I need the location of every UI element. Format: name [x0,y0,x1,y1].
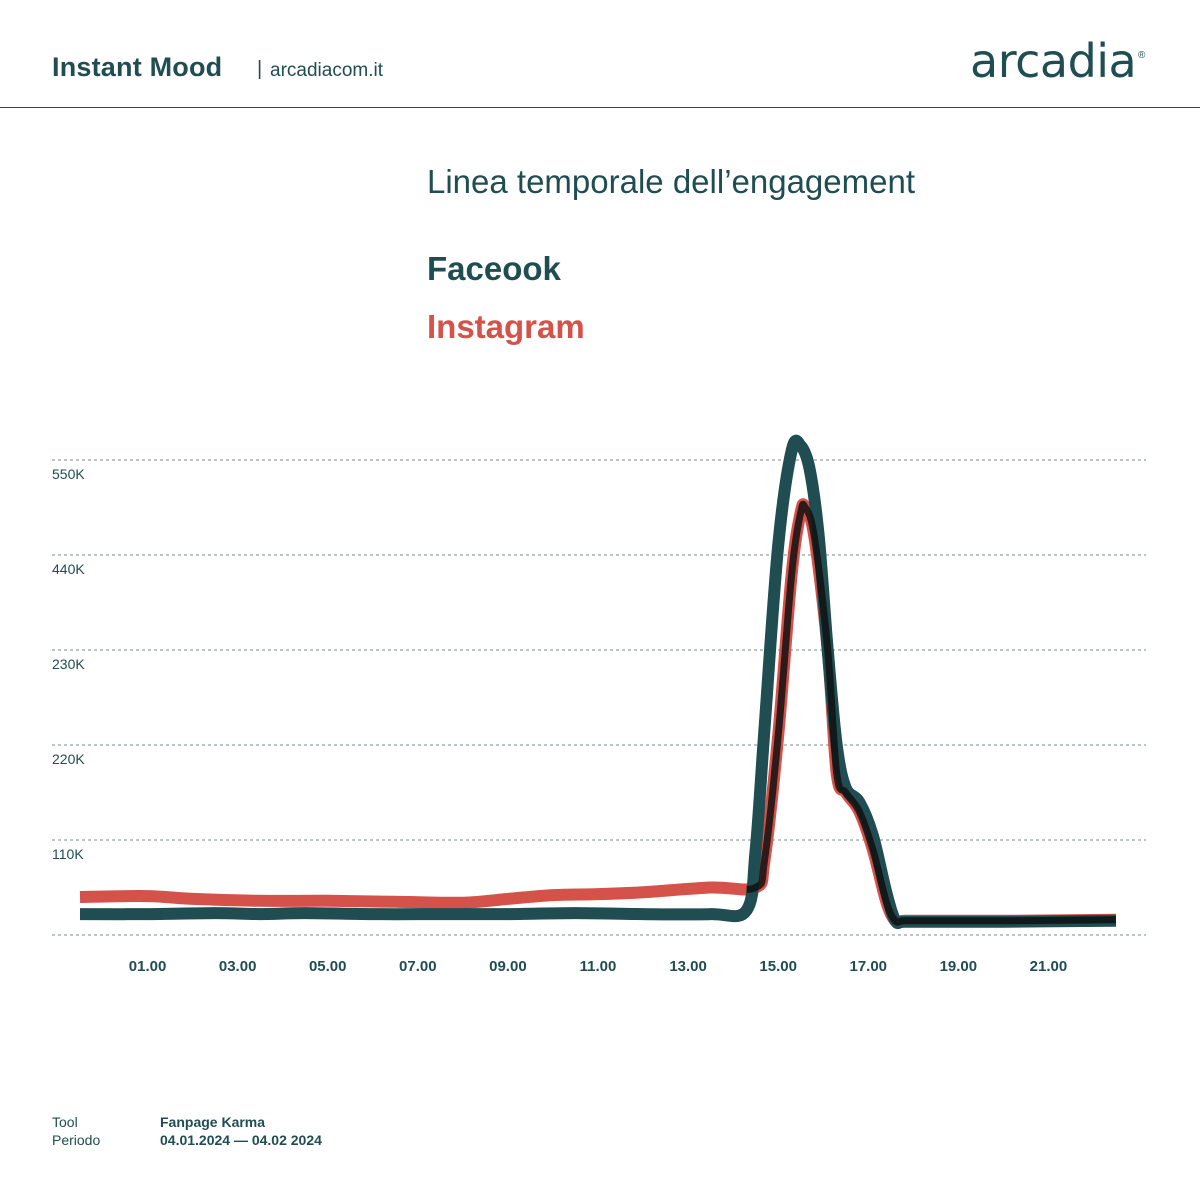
registered-mark: ® [1138,50,1146,61]
series-line-facebook [79,434,1117,930]
tool-label: Tool [52,1114,78,1130]
x-tick-label: 19.00 [940,958,978,975]
x-tick-label: 21.00 [1030,958,1068,975]
y-tick-label: 230K [52,656,85,672]
site-link[interactable]: arcadiacom.it [270,60,383,81]
x-tick-label: 11.00 [580,958,617,975]
y-tick-label: 440K [52,561,85,577]
x-tick-label: 13.00 [669,958,707,975]
header-separator: | [257,58,263,80]
legend-instagram: Instagram [427,308,585,345]
x-tick-label: 03.00 [219,958,257,975]
chart-title: Linea temporale dell’engagement [427,163,916,200]
engagement-line-chart: 110K 220K 230K 440K 550K 01.00 03.00 05.00 07.00… [52,434,1146,975]
brand-title: Instant Mood [52,52,223,82]
x-tick-label: 01.00 [129,958,167,975]
legend-facebook: Faceook [427,250,561,287]
x-tick-label: 17.00 [849,958,887,975]
series-overlap-line [746,500,1117,926]
period-value: 04.01.2024 — 04.02 2024 [160,1132,322,1148]
y-tick-label: 110K [52,846,84,862]
x-tick-label: 05.00 [309,958,347,975]
series-line-instagram [79,498,1117,929]
x-tick-label: 07.00 [399,958,437,975]
period-label: Periodo [52,1132,101,1148]
x-tick-label: 09.00 [489,958,527,975]
header-bar: Instant Mood | arcadiacom.it arcadia ® [0,0,1200,108]
arcadia-logo: arcadia [970,34,1137,88]
y-tick-label: 220K [52,751,85,767]
tool-value: Fanpage Karma [160,1114,266,1130]
x-tick-label: 15.00 [759,958,797,975]
y-tick-label: 550K [52,466,85,482]
